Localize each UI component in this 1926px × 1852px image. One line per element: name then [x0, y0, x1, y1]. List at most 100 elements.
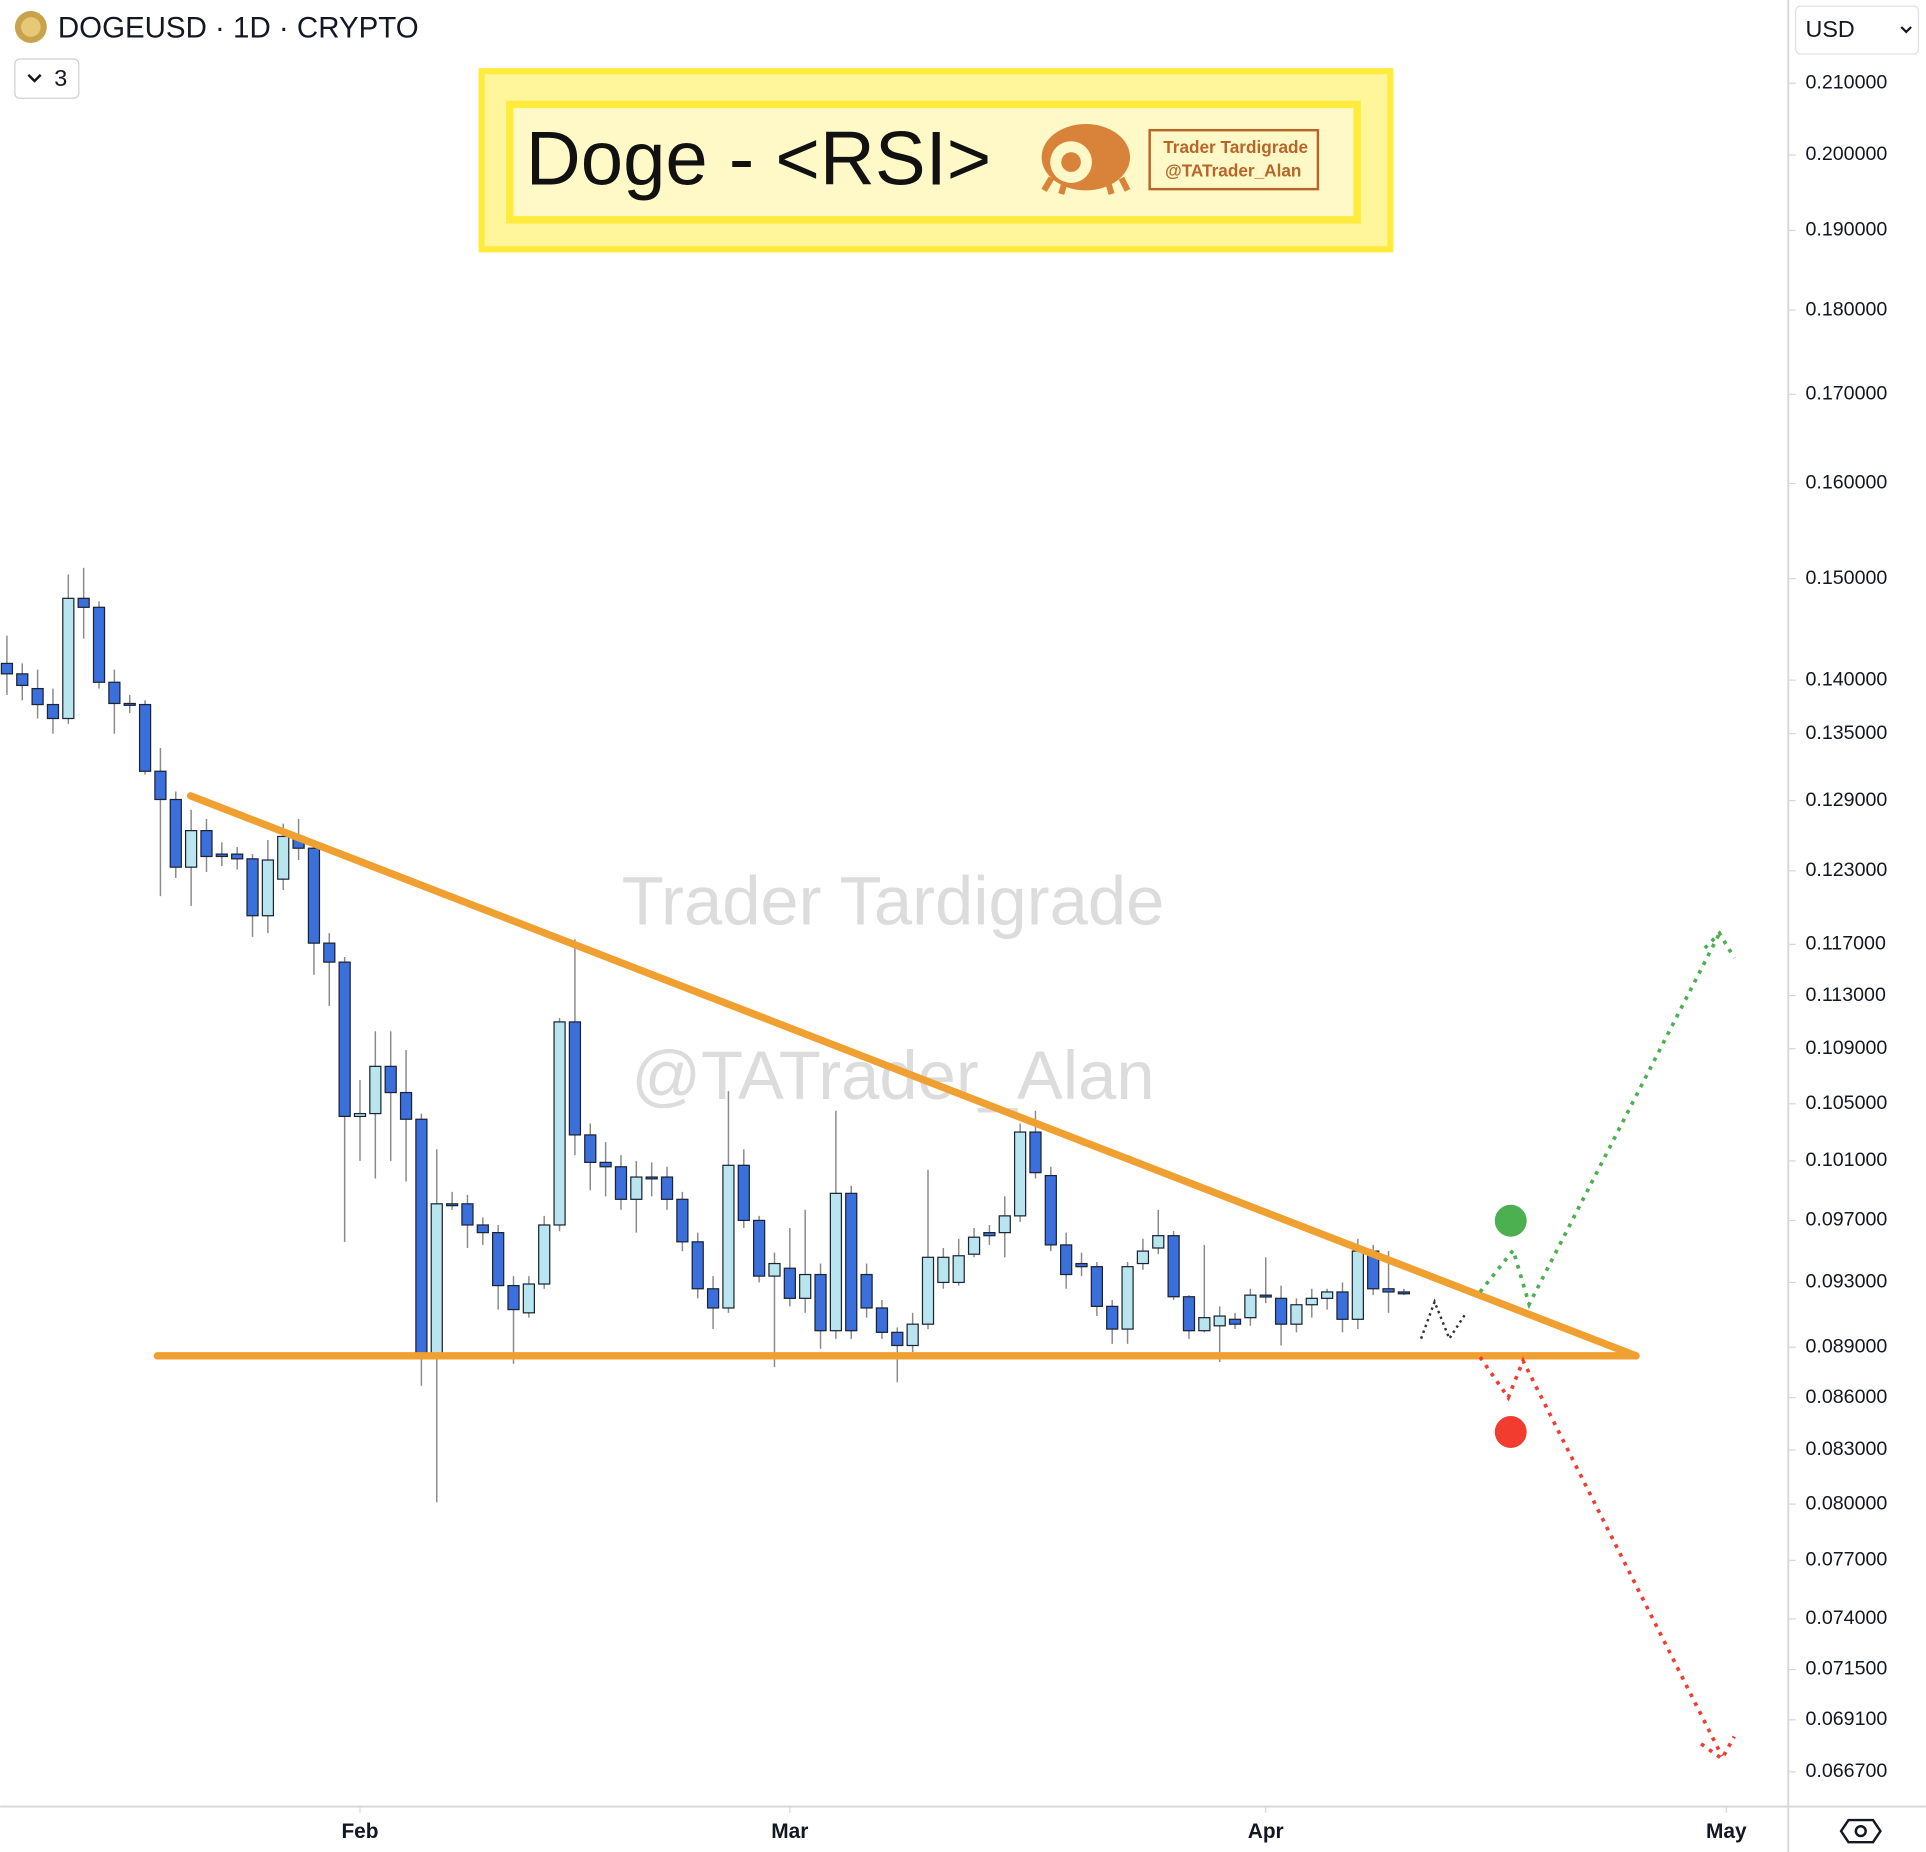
- y-tick-label: 0.117000: [1805, 933, 1885, 955]
- candle-body: [1259, 1294, 1272, 1298]
- candle-body: [1121, 1266, 1134, 1330]
- settings-button[interactable]: [1839, 1818, 1882, 1844]
- y-tick-label: 0.071500: [1805, 1658, 1887, 1680]
- candle-body: [369, 1065, 382, 1115]
- candle-body: [62, 597, 75, 720]
- candle-body: [384, 1065, 397, 1094]
- y-tick-label: 0.170000: [1805, 382, 1887, 404]
- indicator-toggle-box[interactable]: [14, 58, 80, 99]
- candle-body: [799, 1273, 812, 1299]
- descending-trendline: [186, 792, 1640, 1360]
- candle-body: [1213, 1315, 1226, 1327]
- candle-body: [614, 1166, 628, 1200]
- candle-body: [1320, 1291, 1334, 1299]
- candle-body: [553, 1021, 566, 1226]
- y-tick-label: 0.101000: [1805, 1149, 1887, 1171]
- indicator-toggle[interactable]: 3: [14, 58, 80, 99]
- candle-body: [630, 1176, 643, 1200]
- bearish-arrow: [1700, 1735, 1736, 1762]
- candle-body: [138, 703, 152, 772]
- bullish-projection: [1478, 932, 1722, 1310]
- candle-body: [584, 1134, 597, 1163]
- candle-body: [1090, 1266, 1104, 1307]
- candle-body: [706, 1288, 720, 1309]
- candle-body: [952, 1255, 965, 1284]
- candle-body: [154, 770, 167, 801]
- symbol-title: DOGEUSD · 1D · CRYPTO: [58, 11, 419, 44]
- logo-handle: @TATrader_Alan: [1165, 160, 1301, 180]
- y-tick-label: 0.200000: [1805, 143, 1887, 165]
- currency-label[interactable]: USD: [1805, 16, 1854, 42]
- candle-body: [538, 1224, 551, 1285]
- currency-box[interactable]: [1795, 5, 1920, 55]
- candle-body: [0, 662, 14, 675]
- candle-body: [46, 703, 60, 720]
- candle-body: [1198, 1317, 1211, 1332]
- candle-body: [998, 1215, 1011, 1234]
- candle-body: [507, 1284, 520, 1311]
- y-tick-label: 0.140000: [1805, 668, 1887, 690]
- candle-body: [829, 1192, 843, 1332]
- candle-body: [31, 687, 44, 706]
- candle-body: [783, 1267, 796, 1299]
- candle-body: [108, 681, 121, 705]
- chevron[interactable]: [1900, 26, 1912, 34]
- y-tick-label: 0.074000: [1805, 1607, 1887, 1629]
- y-tick-label: 0.190000: [1805, 219, 1887, 241]
- settings-hexagon[interactable]: [1839, 1818, 1882, 1844]
- currency-selector[interactable]: USD: [1795, 5, 1920, 55]
- y-tick-label: 0.105000: [1805, 1092, 1887, 1114]
- candle-body: [752, 1219, 766, 1277]
- logo-name: Trader Tardigrade: [1163, 137, 1308, 157]
- settings-dot[interactable]: [1854, 1824, 1867, 1838]
- candle-body: [184, 830, 198, 868]
- candle-body: [1305, 1297, 1318, 1306]
- candle-body: [277, 835, 290, 880]
- bearish-projection: [1478, 1356, 1724, 1758]
- candle-body: [1351, 1250, 1364, 1320]
- candle-body: [1290, 1304, 1303, 1325]
- candle-body: [231, 853, 244, 860]
- candle-body: [768, 1262, 781, 1277]
- candle-body: [906, 1323, 919, 1347]
- candle-body: [169, 798, 182, 868]
- indicator-count[interactable]: 3: [54, 65, 67, 91]
- y-tick-label: 0.150000: [1805, 567, 1887, 589]
- candle-body: [1136, 1250, 1150, 1265]
- candle-body: [246, 858, 259, 917]
- candle-body: [445, 1203, 459, 1207]
- y-tick-label: 0.210000: [1805, 71, 1887, 93]
- candle-body: [92, 606, 106, 683]
- candle-body: [1060, 1244, 1073, 1276]
- logo-legs: [1041, 176, 1131, 195]
- y-tick-label: 0.123000: [1805, 859, 1887, 881]
- candle-body: [353, 1112, 367, 1118]
- logo-icon: [1041, 124, 1131, 195]
- candle-body: [1029, 1131, 1042, 1174]
- candle-body: [860, 1273, 873, 1309]
- candle-body: [875, 1307, 889, 1333]
- candle-body: [323, 942, 336, 963]
- candle-body: [215, 853, 228, 858]
- candle-body: [1336, 1291, 1349, 1320]
- candle-body: [1244, 1294, 1257, 1319]
- candle-body: [891, 1331, 904, 1347]
- banner-title: Doge - <RSI>: [526, 117, 991, 202]
- x-tick-label: May: [1706, 1820, 1747, 1843]
- projection-zigzag: [1419, 1298, 1467, 1342]
- candle-body: [937, 1256, 950, 1284]
- candle-body: [522, 1283, 536, 1314]
- chevron[interactable]: [27, 74, 42, 83]
- candle-body: [492, 1231, 505, 1287]
- bullish-arrow: [1703, 930, 1736, 959]
- candle-body: [16, 673, 29, 687]
- candle-body: [338, 961, 351, 1118]
- candle-body: [1228, 1318, 1242, 1325]
- candle-body: [461, 1203, 474, 1226]
- candle-body: [261, 859, 275, 917]
- y-tick-label: 0.080000: [1805, 1492, 1887, 1514]
- candle-body: [123, 702, 136, 706]
- bearish-marker: [1494, 1416, 1527, 1448]
- candle-body: [476, 1224, 489, 1234]
